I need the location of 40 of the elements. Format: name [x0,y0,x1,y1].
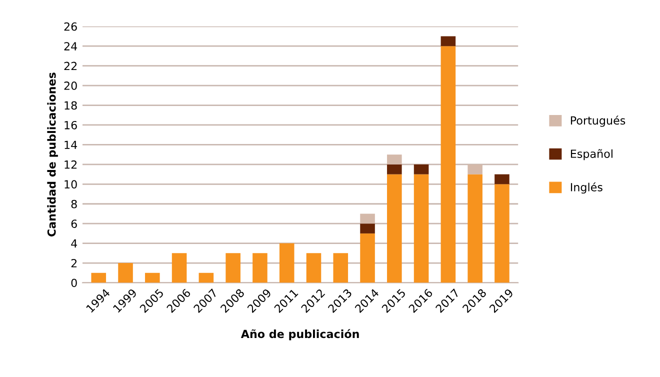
y-tick-label: 4 [71,239,78,248]
bar [414,164,429,174]
y-tick-label: 12 [64,160,77,169]
bar [279,243,294,283]
bar [360,224,375,234]
bar [226,253,240,283]
y-tick-label: 26 [64,22,77,31]
bar [414,174,429,283]
y-tick-label: 6 [71,220,77,228]
bar [387,174,402,283]
bar [91,272,106,283]
y-tick-label: 22 [64,62,77,70]
y-tick-label: 8 [71,200,77,208]
bar [494,174,510,184]
y-axis-title: Cantidad de publicaciones [47,72,58,236]
legend-label: Inglés [570,182,602,194]
bar [468,174,482,283]
bar [172,253,187,283]
bar [198,272,214,283]
y-tick-label: 16 [64,120,77,130]
y-tick-label: 2 [71,259,77,268]
bar [252,253,268,283]
bar [333,253,348,283]
y-tick-label: 18 [64,101,77,110]
legend-label: Portugués [570,116,626,127]
bar [494,184,510,283]
bar [440,36,456,46]
y-tick-label: 10 [64,180,77,189]
bar [118,263,133,283]
bar [440,46,456,283]
y-tick-label: 24 [64,42,78,50]
y-tick-label: 14 [64,140,78,149]
y-tick-label: 20 [64,82,77,90]
bar [306,253,322,283]
y-tick-label: 0 [71,278,77,288]
bar [360,233,375,283]
legend-label: Español [570,149,612,160]
x-axis-title: Año de publicación [240,329,359,340]
bar [145,272,160,283]
bar [387,164,402,174]
